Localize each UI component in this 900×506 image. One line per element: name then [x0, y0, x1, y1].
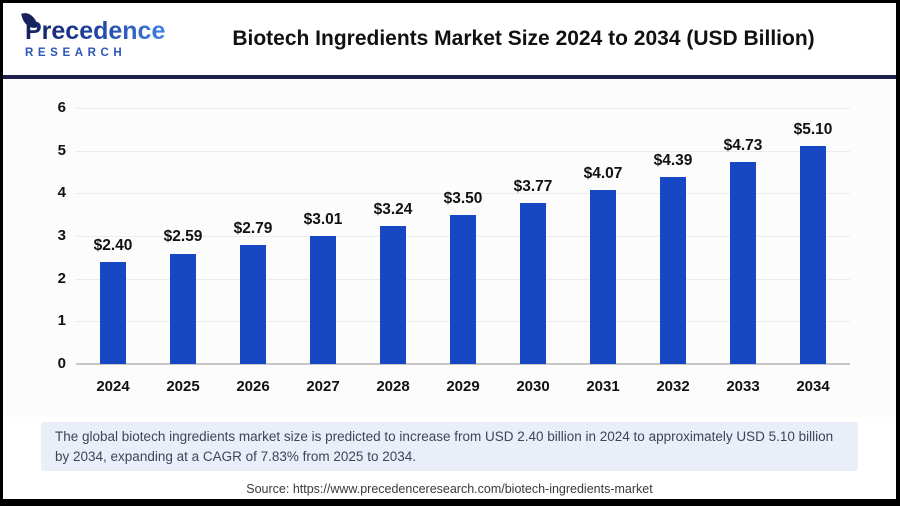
bar-value-label: $5.10 [793, 121, 833, 139]
leaf-icon [21, 10, 38, 31]
y-tick-label: 4 [57, 184, 66, 202]
bar-value-label: $2.40 [93, 236, 133, 254]
title-wrap: Biotech Ingredients Market Size 2024 to … [181, 27, 896, 51]
logo-text: Precedence [25, 17, 166, 45]
bar-2026 [240, 244, 266, 364]
x-tick-label: 2026 [236, 378, 270, 395]
y-tick-label: 1 [57, 312, 66, 330]
header-divider [3, 75, 896, 79]
x-tick-label: 2032 [656, 378, 690, 395]
x-tick-label: 2034 [796, 378, 830, 395]
x-axis-line [76, 363, 850, 365]
bar-2034 [800, 146, 826, 364]
bar-2024 [100, 261, 126, 364]
gridline [76, 150, 850, 152]
chart: 0 1 2 3 4 5 6 $2.40 2024 $2.59 2025 $2.79 2026 $3.01 2… [3, 79, 896, 417]
x-tick-label: 2027 [306, 378, 340, 395]
x-tick-label: 2025 [166, 378, 200, 395]
bar-2030 [520, 203, 546, 364]
gridline [76, 193, 850, 195]
y-tick-label: 2 [57, 269, 66, 287]
logo-subtext: RESEARCH [25, 47, 127, 59]
bar-2025 [170, 253, 196, 364]
x-tick-label: 2029 [446, 378, 480, 395]
header: Precedence RESEARCH Biotech Ingredients … [3, 3, 896, 75]
brand-logo: Precedence RESEARCH [3, 10, 181, 59]
x-tick-label: 2030 [516, 378, 550, 395]
plot-area: 0 1 2 3 4 5 6 $2.40 2024 $2.59 2025 $2.79 2026 $3.01 2… [58, 99, 850, 395]
bar-2033 [730, 162, 756, 364]
bar-2029 [450, 214, 476, 364]
bar-value-label: $4.39 [653, 151, 693, 169]
summary-note: The global biotech ingredients market si… [41, 422, 858, 472]
bar-2031 [590, 190, 616, 364]
x-tick-label: 2033 [726, 378, 760, 395]
bar-value-label: $3.01 [303, 210, 343, 228]
bar-value-label: $3.50 [443, 189, 483, 207]
bar-value-label: $2.79 [233, 219, 273, 237]
x-tick-label: 2031 [586, 378, 620, 395]
y-tick-label: 0 [57, 355, 66, 372]
y-tick-label: 3 [57, 227, 66, 244]
y-tick-label: 5 [57, 141, 66, 159]
bar-value-label: $4.73 [723, 137, 763, 155]
page-title: Biotech Ingredients Market Size 2024 to … [232, 27, 815, 50]
bar-value-label: $3.77 [513, 178, 553, 196]
y-tick-label: 6 [57, 99, 66, 116]
gridline [76, 108, 850, 109]
bar-2028 [380, 225, 406, 364]
bar-2027 [310, 235, 336, 364]
source-text: Source: https://www.precedenceresearch.c… [246, 482, 653, 497]
bar-value-label: $2.59 [163, 228, 203, 246]
bar-2032 [660, 176, 686, 364]
bar-value-label: $3.24 [373, 200, 413, 218]
x-tick-label: 2024 [96, 378, 130, 395]
x-tick-label: 2028 [376, 378, 410, 395]
bar-value-label: $4.07 [583, 165, 623, 183]
